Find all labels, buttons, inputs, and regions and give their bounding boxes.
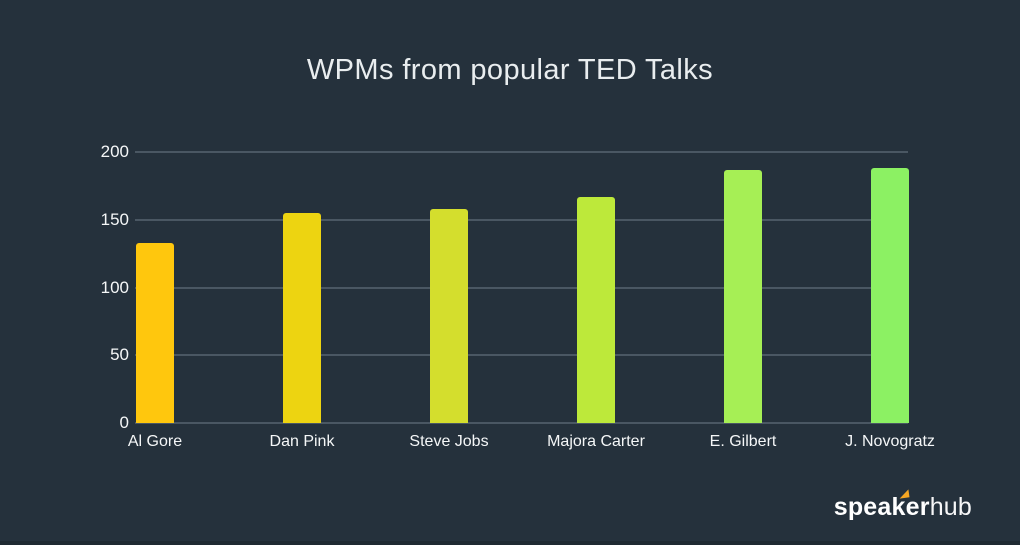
logo-text-spea: spea	[833, 493, 892, 521]
logo-text-er: er	[905, 493, 930, 521]
logo-text-hub: hub	[929, 493, 972, 521]
x-axis-label-steve-jobs: Steve Jobs	[409, 433, 489, 450]
y-axis-tick-50: 50	[110, 345, 129, 365]
bottom-edge-strip	[0, 541, 1020, 545]
chart-title: WPMs from popular TED Talks	[306, 54, 714, 86]
gridline-y-0	[135, 422, 908, 424]
y-axis-tick-200: 200	[100, 142, 129, 161]
logo-flag-icon	[898, 489, 910, 499]
bar-al-gore	[136, 242, 174, 423]
bar-dan-pink	[283, 212, 321, 423]
x-axis-label-dan-pink: Dan Pink	[269, 433, 335, 450]
gridline-y-100	[135, 286, 908, 289]
speakerhub-logo: spea k er hub	[833, 489, 972, 521]
gridline-y-150	[135, 218, 908, 221]
y-axis-tick-0: 0	[119, 413, 129, 432]
bar-majora-carter	[577, 196, 615, 423]
bar-steve-jobs	[430, 208, 468, 423]
logo-k-figure: k	[891, 489, 910, 521]
x-axis-label-e-gilbert: E. Gilbert	[709, 433, 777, 450]
y-axis-tick-100: 100	[100, 277, 129, 297]
gridline-y-50	[135, 354, 908, 357]
x-axis-label-j-novogratz: J. Novogratz	[845, 433, 935, 450]
x-axis-label-al-gore: Al Gore	[127, 433, 183, 450]
bar-e-gilbert	[724, 169, 762, 423]
y-axis-tick-150: 150	[100, 209, 129, 229]
gridline-y-200	[135, 151, 908, 153]
bar-j-novogratz	[871, 168, 909, 423]
x-axis-label-majora-carter: Majora Carter	[547, 433, 645, 450]
logo-k-letter: k	[891, 493, 906, 521]
